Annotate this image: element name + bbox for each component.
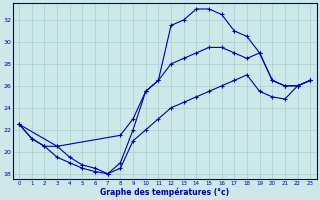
X-axis label: Graphe des températures (°c): Graphe des températures (°c) — [100, 187, 229, 197]
